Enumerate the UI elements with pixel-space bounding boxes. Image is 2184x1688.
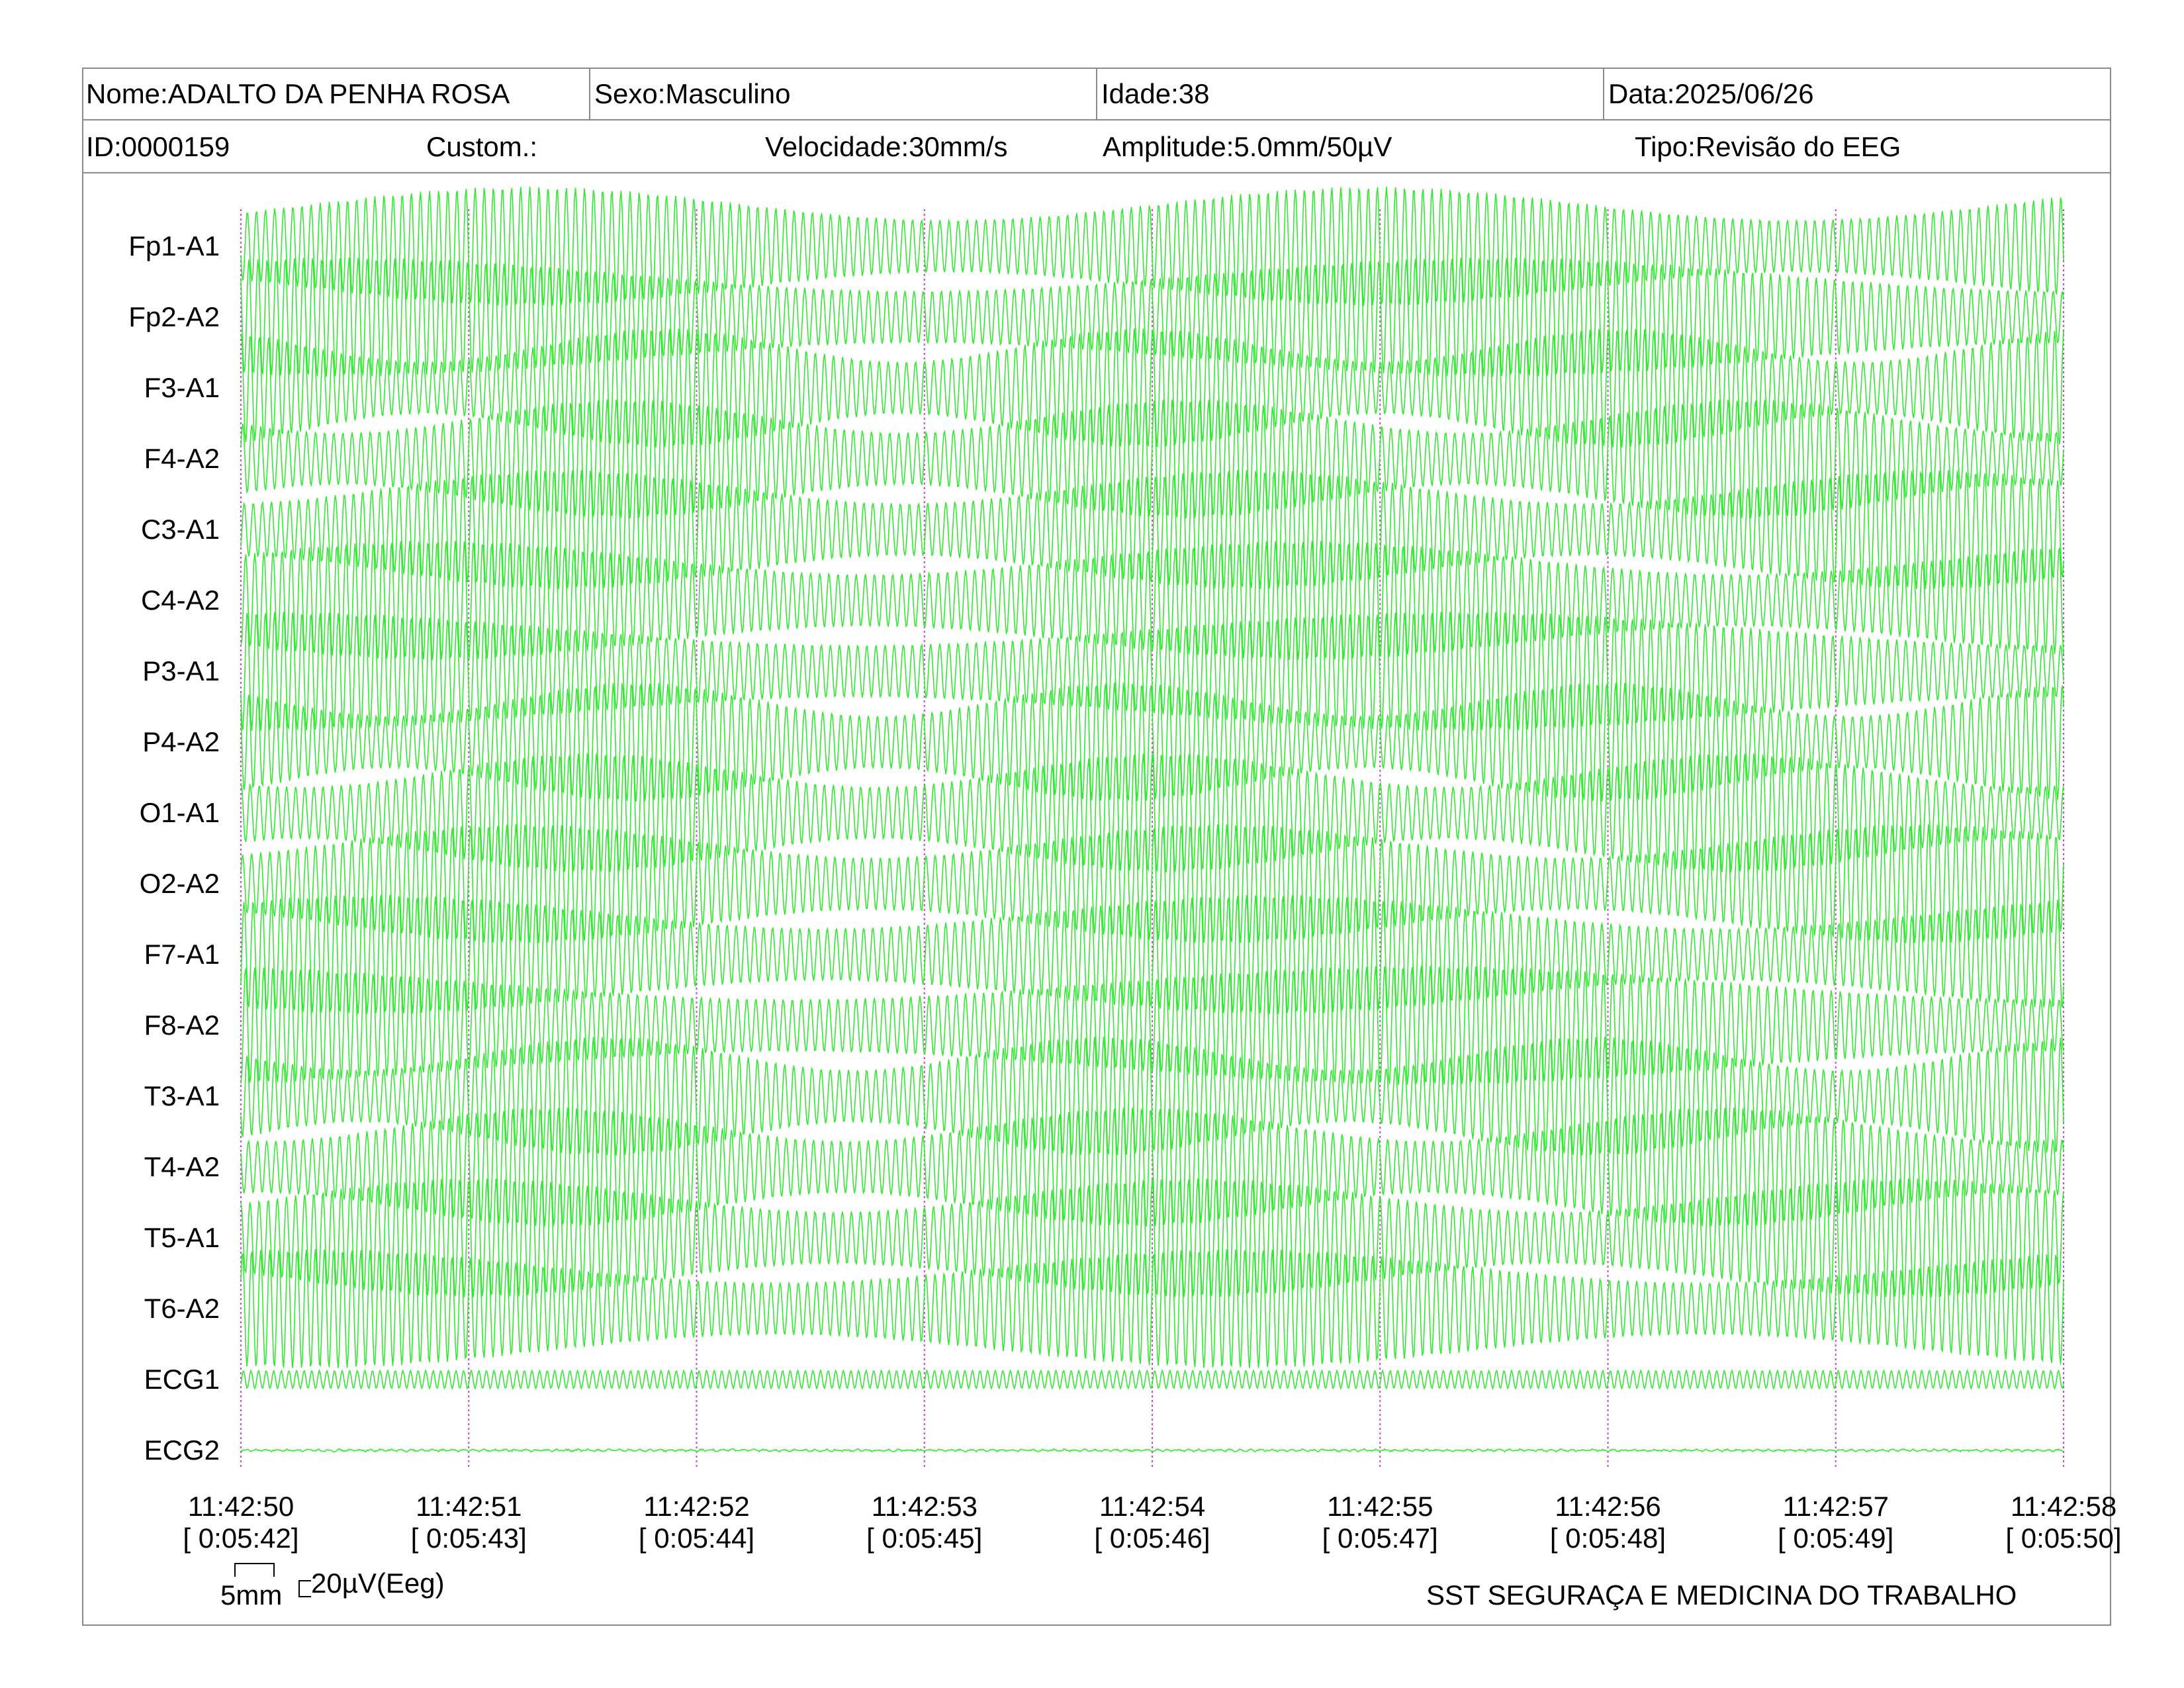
patient-info-row: Nome:ADALTO DA PENHA ROSA Sexo:Masculino… — [82, 68, 2111, 120]
time-tick-elapsed-label: [ 0:05:44] — [639, 1523, 754, 1554]
channel-label: Fp2-A2 — [128, 301, 220, 332]
channel-label: T5-A1 — [144, 1222, 220, 1253]
time-tick-clock-label: 11:42:51 — [416, 1491, 522, 1522]
time-tick-clock-label: 11:42:54 — [1099, 1491, 1205, 1522]
trace-t5-a1 — [240, 1178, 2064, 1297]
time-calibration-label: 5mm — [220, 1579, 282, 1611]
time-tick-elapsed-label: [ 0:05:47] — [1322, 1523, 1438, 1554]
trace-c3-a1 — [240, 470, 2064, 590]
channel-traces — [240, 187, 2064, 1453]
trace-f8-a2 — [240, 966, 2064, 1085]
channel-label: F3-A1 — [144, 372, 220, 403]
trace-t4-a2 — [240, 1107, 2064, 1227]
trace-o1-a1 — [240, 753, 2064, 872]
trace-c4-a2 — [240, 541, 2064, 661]
trace-p4-a2 — [240, 682, 2064, 802]
time-tick-elapsed-label: [ 0:05:50] — [2005, 1523, 2121, 1554]
trace-t3-a1 — [240, 1037, 2064, 1156]
time-marker-lines — [240, 209, 2064, 1468]
channel-label: T4-A2 — [144, 1151, 220, 1182]
time-tick-clock-label: 11:42:58 — [2011, 1491, 2116, 1522]
trace-f7-a1 — [240, 895, 2064, 1014]
channel-label: F8-A2 — [144, 1009, 220, 1041]
channel-label: T3-A1 — [144, 1080, 220, 1111]
trace-fp1-a1 — [240, 187, 2064, 306]
time-tick-clock-label: 11:42:50 — [188, 1491, 294, 1522]
time-tick-elapsed-label: [ 0:05:48] — [1550, 1523, 1666, 1554]
company-name: SST SEGURAÇA E MEDICINA DO TRABALHO — [1426, 1579, 2017, 1611]
patient-name: Nome:ADALTO DA PENHA ROSA — [86, 78, 510, 109]
channel-label: T6-A2 — [144, 1293, 220, 1324]
channel-label: Fp1-A1 — [128, 230, 220, 261]
time-tick-clock-label: 11:42:57 — [1783, 1491, 1889, 1522]
time-tick-elapsed-label: [ 0:05:42] — [183, 1523, 298, 1554]
time-calibration-bracket — [234, 1563, 275, 1577]
channel-label: F7-A1 — [144, 939, 220, 970]
time-tick-elapsed-label: [ 0:05:45] — [866, 1523, 982, 1554]
trace-t6-a2 — [240, 1248, 2064, 1368]
trace-ecg2 — [240, 1448, 2064, 1453]
amplitude-calibration-bracket — [298, 1580, 311, 1597]
channel-label: O1-A1 — [140, 797, 220, 828]
time-tick-clock-label: 11:42:53 — [872, 1491, 978, 1522]
amplitude-calibration-label: 20µV(Eeg) — [311, 1568, 445, 1599]
channel-label: C4-A2 — [141, 585, 220, 616]
patient-sex: Sexo:Masculino — [589, 68, 1096, 119]
time-tick-labels: 11:42:50[ 0:05:42] 11:42:51[ 0:05:43] 11:4… — [183, 1491, 2121, 1554]
channel-label: C3-A1 — [141, 514, 220, 545]
patient-age: Idade:38 — [1096, 68, 1603, 119]
trace-p3-a1 — [240, 612, 2064, 731]
trace-f3-a1 — [240, 328, 2064, 447]
channel-label: F4-A2 — [144, 443, 220, 474]
exam-type: Tipo:Revisão do EEG — [1635, 131, 1901, 162]
speed-setting: Velocidade:30mm/s — [765, 131, 1008, 162]
time-tick-clock-label: 11:42:52 — [643, 1491, 749, 1522]
trace-f4-a2 — [240, 399, 2064, 518]
exam-date: Data:2025/06/26 — [1603, 68, 2111, 119]
trace-fp2-a2 — [240, 258, 2064, 377]
trace-ecg1 — [240, 1369, 2064, 1390]
calibration-marker: 5mm 20µV(Eeg) — [220, 1563, 445, 1611]
patient-id: ID:0000159 — [86, 131, 230, 162]
amplitude-setting: Amplitude:5.0mm/50µV — [1103, 131, 1392, 162]
trace-o2-a2 — [240, 824, 2064, 943]
time-tick-elapsed-label: [ 0:05:49] — [1778, 1523, 1893, 1554]
time-tick-clock-label: 11:42:56 — [1555, 1491, 1661, 1522]
exam-settings-row: ID:0000159 Custom.: Velocidade:30mm/s Am… — [82, 120, 2111, 173]
time-tick-elapsed-label: [ 0:05:43] — [411, 1523, 527, 1554]
channel-label: ECG2 — [144, 1434, 220, 1466]
channel-label: O2-A2 — [140, 868, 220, 899]
channel-label: P4-A2 — [142, 726, 220, 757]
custom-field: Custom.: — [426, 131, 538, 162]
time-tick-clock-label: 11:42:55 — [1327, 1491, 1433, 1522]
channel-label: P3-A1 — [142, 655, 220, 686]
time-tick-elapsed-label: [ 0:05:46] — [1094, 1523, 1210, 1554]
channel-label: ECG1 — [144, 1364, 220, 1395]
channel-labels: Fp1-A1 Fp2-A2 F3-A1 F4-A2 C3-A1 C4-A2 P3-A1 P4-… — [128, 230, 220, 1466]
